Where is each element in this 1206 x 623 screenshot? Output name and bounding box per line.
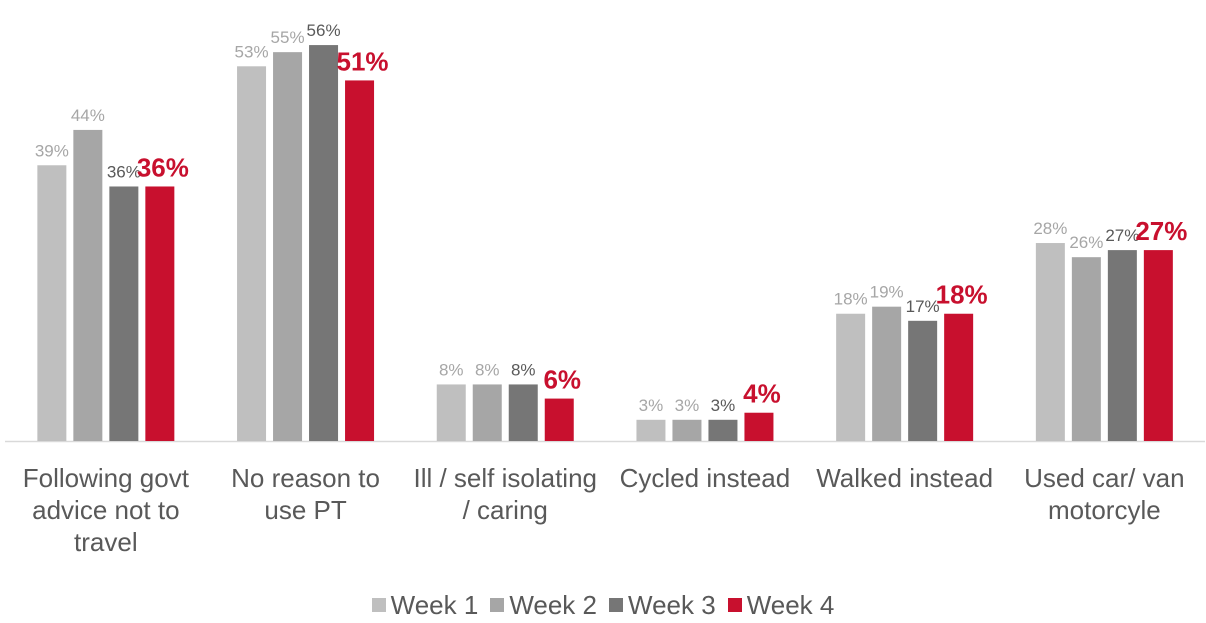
bar xyxy=(836,313,866,441)
x-tick-label: No reason to use PT xyxy=(231,463,380,525)
data-label: 51% xyxy=(337,46,389,76)
bar xyxy=(1143,250,1173,441)
bar xyxy=(309,45,339,442)
data-label: 8% xyxy=(475,360,500,379)
bar xyxy=(436,384,466,441)
legend-label: Week 2 xyxy=(509,590,597,620)
bar xyxy=(345,80,375,442)
bar xyxy=(872,306,902,441)
bar xyxy=(145,186,175,441)
data-label: 17% xyxy=(906,297,940,316)
data-label: 8% xyxy=(439,360,464,379)
data-label: 3% xyxy=(639,396,664,415)
legend-item: Week 3 xyxy=(609,590,716,621)
legend-item: Week 4 xyxy=(727,590,835,621)
bar xyxy=(944,313,974,441)
legend-swatch xyxy=(609,598,623,612)
legend-label: Week 1 xyxy=(390,590,479,620)
bar xyxy=(273,52,303,442)
legend-swatch xyxy=(727,598,742,612)
data-label: 18% xyxy=(834,290,868,309)
x-tick-label: Following govt advice not to travel xyxy=(22,463,189,557)
bar xyxy=(672,419,702,441)
legend-label: Week 4 xyxy=(746,590,835,620)
data-label: 36% xyxy=(137,152,189,182)
data-label: 19% xyxy=(870,283,904,302)
x-tick-label: Ill / self isolating / caring xyxy=(413,463,598,525)
data-label: 4% xyxy=(743,379,781,409)
bar xyxy=(1071,257,1101,441)
data-label: 44% xyxy=(71,106,105,125)
data-label: 53% xyxy=(235,42,269,61)
data-label: 55% xyxy=(271,28,305,47)
x-tick-label: Walked instead xyxy=(816,463,994,493)
bar xyxy=(237,66,267,441)
data-label: 28% xyxy=(1033,219,1067,238)
data-label: 26% xyxy=(1069,233,1103,252)
legend-swatch xyxy=(371,598,386,612)
bar xyxy=(544,398,574,441)
bar xyxy=(708,419,738,441)
data-label: 27% xyxy=(1105,226,1139,245)
x-tick-label: Cycled instead xyxy=(619,463,791,493)
data-label: 6% xyxy=(543,365,581,395)
legend-item: Week 2 xyxy=(490,590,597,621)
bar xyxy=(908,320,938,441)
data-label: 56% xyxy=(307,21,341,40)
legend: Week 1 Week 2 Week 3 Week 4 xyxy=(0,590,1206,621)
data-label: 3% xyxy=(711,396,736,415)
data-label: 39% xyxy=(35,141,69,160)
legend-swatch xyxy=(490,598,505,612)
data-label: 36% xyxy=(107,162,141,181)
legend-item: Week 1 xyxy=(371,590,479,621)
data-label: 8% xyxy=(511,360,536,379)
bar xyxy=(109,186,139,441)
bar xyxy=(1107,250,1137,441)
bar xyxy=(472,384,502,441)
bar xyxy=(1035,243,1065,441)
bar xyxy=(37,165,67,441)
legend-label: Week 3 xyxy=(628,590,716,620)
bar xyxy=(73,129,103,442)
data-label: 3% xyxy=(675,396,700,415)
bar xyxy=(508,384,538,441)
data-label: 18% xyxy=(936,280,988,310)
bar xyxy=(636,419,666,441)
data-label: 27% xyxy=(1135,216,1187,246)
bar xyxy=(744,412,774,441)
x-tick-label: Used car/ van motorcyle xyxy=(1024,463,1185,525)
